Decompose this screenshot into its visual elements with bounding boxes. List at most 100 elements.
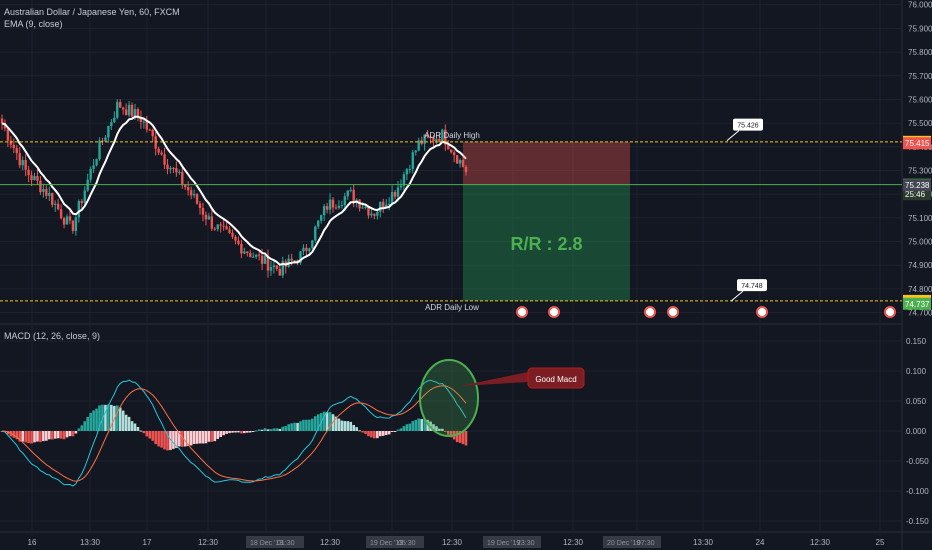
candle (252, 256, 255, 258)
event-marker-icon (548, 306, 560, 318)
time-hover-label: 18 Dec '19 (250, 540, 283, 547)
candle (269, 267, 273, 271)
macd-histogram-bar (381, 431, 385, 436)
macd-histogram-bar (393, 431, 397, 432)
macd-histogram-bar (45, 431, 48, 441)
macd-histogram-bar (115, 405, 119, 431)
macd-histogram-bar (121, 410, 125, 431)
macd-histogram-bar (24, 431, 27, 443)
candle (166, 164, 169, 170)
time-hover-label: 23:30 (517, 540, 535, 547)
candle (42, 189, 45, 193)
macd-histogram-bar (426, 419, 429, 431)
risk-reward-label: R/R : 2.8 (510, 234, 582, 254)
macd-histogram-bar (172, 431, 175, 449)
macd-tick-label: 0.050 (906, 397, 927, 406)
time-tick-label: 12:30 (442, 538, 463, 547)
macd-histogram-bar (311, 418, 314, 431)
candle (33, 175, 36, 181)
candle (432, 136, 435, 142)
macd-histogram-bar (464, 431, 468, 446)
macd-histogram-bar (446, 431, 450, 435)
macd-histogram-bar (74, 431, 78, 434)
event-marker-icon (756, 306, 768, 318)
macd-histogram-bar (210, 431, 214, 442)
candle (452, 152, 456, 156)
macd-histogram-bar (107, 404, 110, 431)
macd-histogram-bar (183, 431, 187, 447)
candle (98, 140, 101, 160)
macd-histogram-bar (237, 431, 240, 433)
macd-histogram-bar (346, 421, 350, 431)
candle (228, 229, 231, 233)
macd-tick-label: 0.100 (906, 367, 927, 376)
candle (175, 168, 178, 173)
macd-histogram-bar (376, 431, 379, 439)
macd-histogram-bar (384, 431, 388, 436)
candle (382, 201, 385, 208)
macd-histogram-bar (313, 416, 317, 431)
candle (204, 214, 208, 220)
callout-leader (730, 290, 744, 302)
candle (151, 129, 154, 137)
macd-histogram-bar (154, 431, 157, 445)
price-tick-label: 75.100 (908, 214, 932, 223)
candle (219, 224, 222, 226)
candle (74, 217, 78, 231)
price-tick-label: 75.700 (908, 72, 932, 81)
price-tick-label: 75.300 (908, 166, 932, 175)
candle (331, 199, 335, 208)
candle (65, 216, 69, 225)
macd-histogram-bar (414, 419, 418, 431)
candle (275, 265, 279, 269)
macd-histogram-bar (441, 428, 444, 431)
candle (411, 152, 415, 169)
candle (240, 243, 243, 254)
candle (39, 180, 42, 193)
time-hover-tag (246, 536, 304, 548)
macd-histogram-bar (228, 431, 231, 434)
macd-histogram-bar (198, 431, 202, 444)
candle (314, 226, 317, 241)
candle (89, 168, 92, 180)
macd-histogram-bar (189, 431, 193, 446)
macd-histogram-bar (65, 431, 69, 438)
macd-histogram-bar (305, 419, 308, 431)
macd-histogram-bar (245, 431, 249, 433)
macd-line (1, 379, 467, 487)
candle (15, 148, 18, 154)
candle (305, 247, 308, 251)
candle (376, 211, 379, 216)
macd-histogram-bar (432, 424, 435, 431)
candle (387, 203, 391, 205)
price-badge-text: 75.415 (905, 139, 930, 148)
macd-histogram-bar (325, 412, 329, 431)
candle (56, 203, 60, 210)
macd-histogram-bar (142, 431, 146, 434)
candle (21, 159, 24, 166)
macd-highlight-ellipse (419, 359, 479, 437)
macd-histogram-bar (160, 431, 163, 448)
ema-line (1, 115, 467, 266)
macd-histogram-bar (263, 428, 267, 431)
candle (254, 254, 258, 257)
candle (130, 104, 134, 117)
macd-histogram-bar (337, 418, 341, 431)
symbol-legend: Australian Dollar / Japanese Yen, 60, FX… (4, 7, 180, 17)
candle (213, 228, 216, 230)
candle (184, 184, 187, 188)
macd-histogram-bar (458, 431, 462, 443)
event-marker-icon (884, 306, 896, 318)
macd-histogram-bar (219, 431, 223, 438)
candle (352, 189, 355, 203)
price-tick-label: 74.800 (908, 285, 932, 294)
macd-histogram-bar (260, 429, 264, 431)
macd-histogram-bar (104, 404, 107, 431)
time-tick-label: 16 (28, 538, 37, 547)
candle (231, 232, 234, 237)
time-tick-label: 17 (143, 538, 152, 547)
candle (160, 152, 163, 155)
macd-histogram-bar (378, 431, 382, 437)
macd-histogram-bar (251, 431, 255, 432)
